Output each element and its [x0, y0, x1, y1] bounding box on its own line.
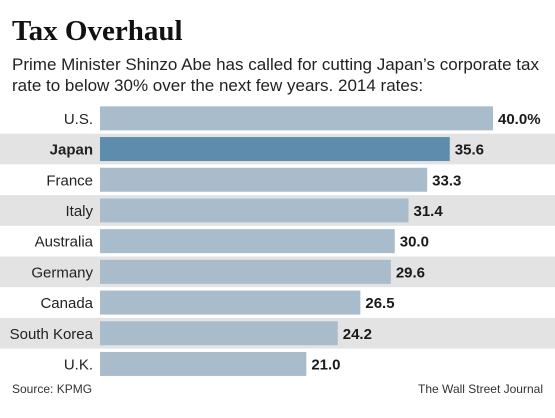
bar	[100, 137, 450, 162]
value-label: 31.4	[414, 203, 444, 220]
bar	[100, 167, 428, 192]
value-label: 33.3	[432, 172, 461, 189]
category-label: Australia	[35, 234, 94, 251]
category-label: Canada	[40, 295, 93, 312]
chart-title: Tax Overhaul	[12, 15, 183, 47]
source-note: Source: KPMG	[12, 382, 93, 396]
value-label: 30.0	[400, 234, 429, 251]
bar	[100, 106, 493, 131]
category-label: U.S.	[64, 111, 93, 128]
chart-subtitle: Prime Minister Shinzo Abe has called for…	[12, 55, 539, 95]
value-label: 40.0%	[498, 111, 541, 128]
category-label: Japan	[50, 142, 93, 159]
category-label: Germany	[31, 264, 93, 281]
category-label: Italy	[65, 203, 93, 220]
value-label: 35.6	[455, 142, 484, 159]
bar	[100, 198, 409, 223]
value-label: 26.5	[365, 295, 394, 312]
bar	[100, 321, 338, 346]
value-label: 29.6	[396, 264, 425, 281]
category-label: South Korea	[10, 326, 94, 343]
publisher-credit: The Wall Street Journal	[418, 382, 543, 396]
value-label: 24.2	[343, 326, 372, 343]
bar	[100, 259, 391, 284]
bar	[100, 229, 395, 254]
bar	[100, 351, 307, 376]
category-label: U.K.	[64, 356, 93, 373]
value-label: 21.0	[311, 356, 340, 373]
category-label: France	[46, 172, 93, 189]
bar	[100, 290, 361, 315]
